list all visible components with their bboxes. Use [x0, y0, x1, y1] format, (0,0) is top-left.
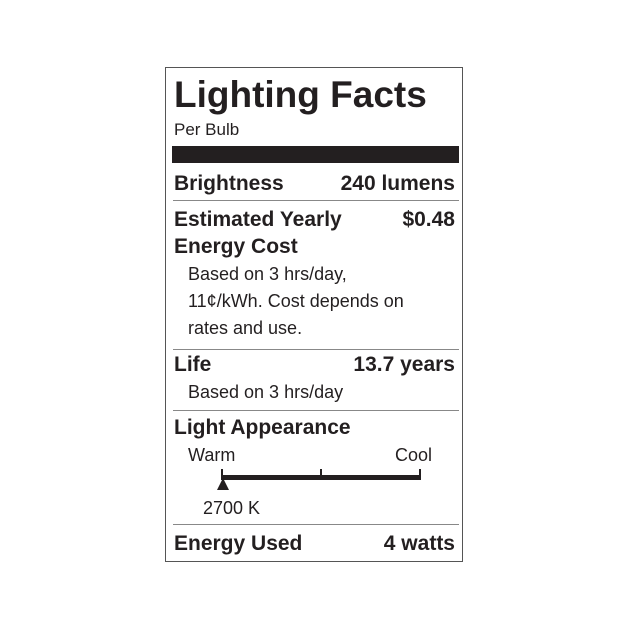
label-subtitle: Per Bulb	[174, 120, 240, 139]
brightness-value: 240 lumens	[340, 172, 455, 195]
brightness-label: Brightness	[174, 172, 284, 195]
divider	[173, 349, 459, 350]
life-label: Life	[174, 353, 212, 376]
temperature-marker	[217, 478, 229, 490]
warm-label: Warm	[188, 445, 236, 465]
divider	[173, 524, 459, 525]
heavy-divider	[172, 146, 459, 163]
life-value: 13.7 years	[353, 353, 455, 376]
scale-tick	[419, 469, 421, 480]
appearance-label: Light Appearance	[174, 416, 351, 439]
energy-cost-label-1: Estimated Yearly	[174, 208, 342, 231]
divider	[173, 410, 459, 411]
energy-cost-label-2: Energy Cost	[174, 235, 298, 258]
scale-tick	[320, 469, 322, 480]
energy-used-value: 4 watts	[383, 532, 455, 555]
energy-cost-note: Based on 3 hrs/day,	[188, 264, 347, 284]
color-temperature-value: 2700 K	[203, 498, 261, 518]
energy-used-label: Energy Used	[174, 532, 303, 555]
energy-cost-note: rates and use.	[188, 318, 303, 338]
divider	[173, 200, 459, 201]
lighting-facts-label: Lighting Facts Per Bulb Brightness 240 l…	[165, 67, 463, 562]
life-note: Based on 3 hrs/day	[188, 382, 344, 402]
label-title: Lighting Facts	[174, 74, 427, 115]
color-temperature-scale	[217, 469, 421, 490]
scale-tick	[221, 469, 223, 480]
cool-label: Cool	[395, 445, 433, 465]
energy-cost-value: $0.48	[402, 208, 455, 231]
energy-cost-note: 11¢/kWh. Cost depends on	[188, 291, 404, 311]
